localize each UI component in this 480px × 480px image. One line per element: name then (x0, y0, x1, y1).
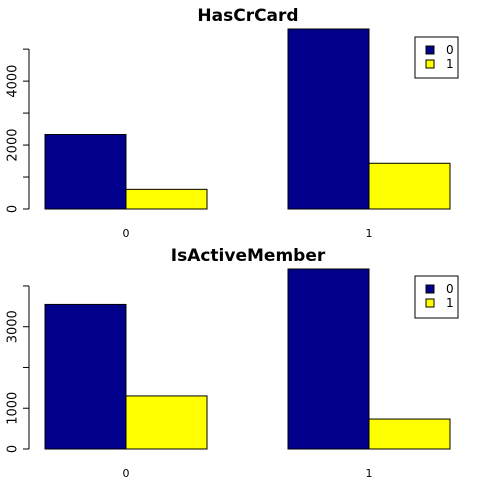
bar-0-series-1 (125, 188, 208, 210)
legend-swatch-0 (425, 284, 435, 294)
bar-0-series-0 (44, 303, 127, 450)
x-category-label: 1 (366, 467, 373, 480)
legend-label-0: 0 (446, 282, 454, 296)
legend: 01 (414, 275, 459, 319)
bar-1-series-0 (287, 28, 370, 210)
legend-label-1: 1 (446, 57, 454, 71)
y-tick-label: 3000 (6, 310, 21, 343)
chart-title: HasCrCard (197, 6, 298, 26)
bar-1-series-0 (287, 268, 370, 450)
x-category-label: 0 (123, 227, 130, 240)
y-tick-label: 2000 (6, 129, 21, 162)
legend: 01 (414, 36, 459, 79)
legend-label-0: 0 (446, 43, 454, 57)
bar-1-series-1 (368, 162, 451, 210)
bar-0-series-1 (125, 395, 208, 450)
legend-swatch-0 (425, 45, 435, 55)
y-tick-label: 0 (6, 205, 21, 213)
legend-label-1: 1 (446, 296, 454, 310)
y-tick-label: 4000 (6, 65, 21, 98)
legend-swatch-1 (425, 59, 435, 69)
chart-title: IsActiveMember (171, 246, 326, 266)
legend-box (414, 275, 459, 319)
x-category-label: 1 (366, 227, 373, 240)
bar-0-series-0 (44, 134, 127, 210)
bar-1-series-1 (368, 418, 451, 450)
legend-swatch-1 (425, 298, 435, 308)
y-tick-label: 1000 (6, 392, 21, 425)
x-category-label: 0 (123, 467, 130, 480)
legend-box (414, 36, 459, 79)
y-tick-label: 0 (6, 445, 21, 453)
